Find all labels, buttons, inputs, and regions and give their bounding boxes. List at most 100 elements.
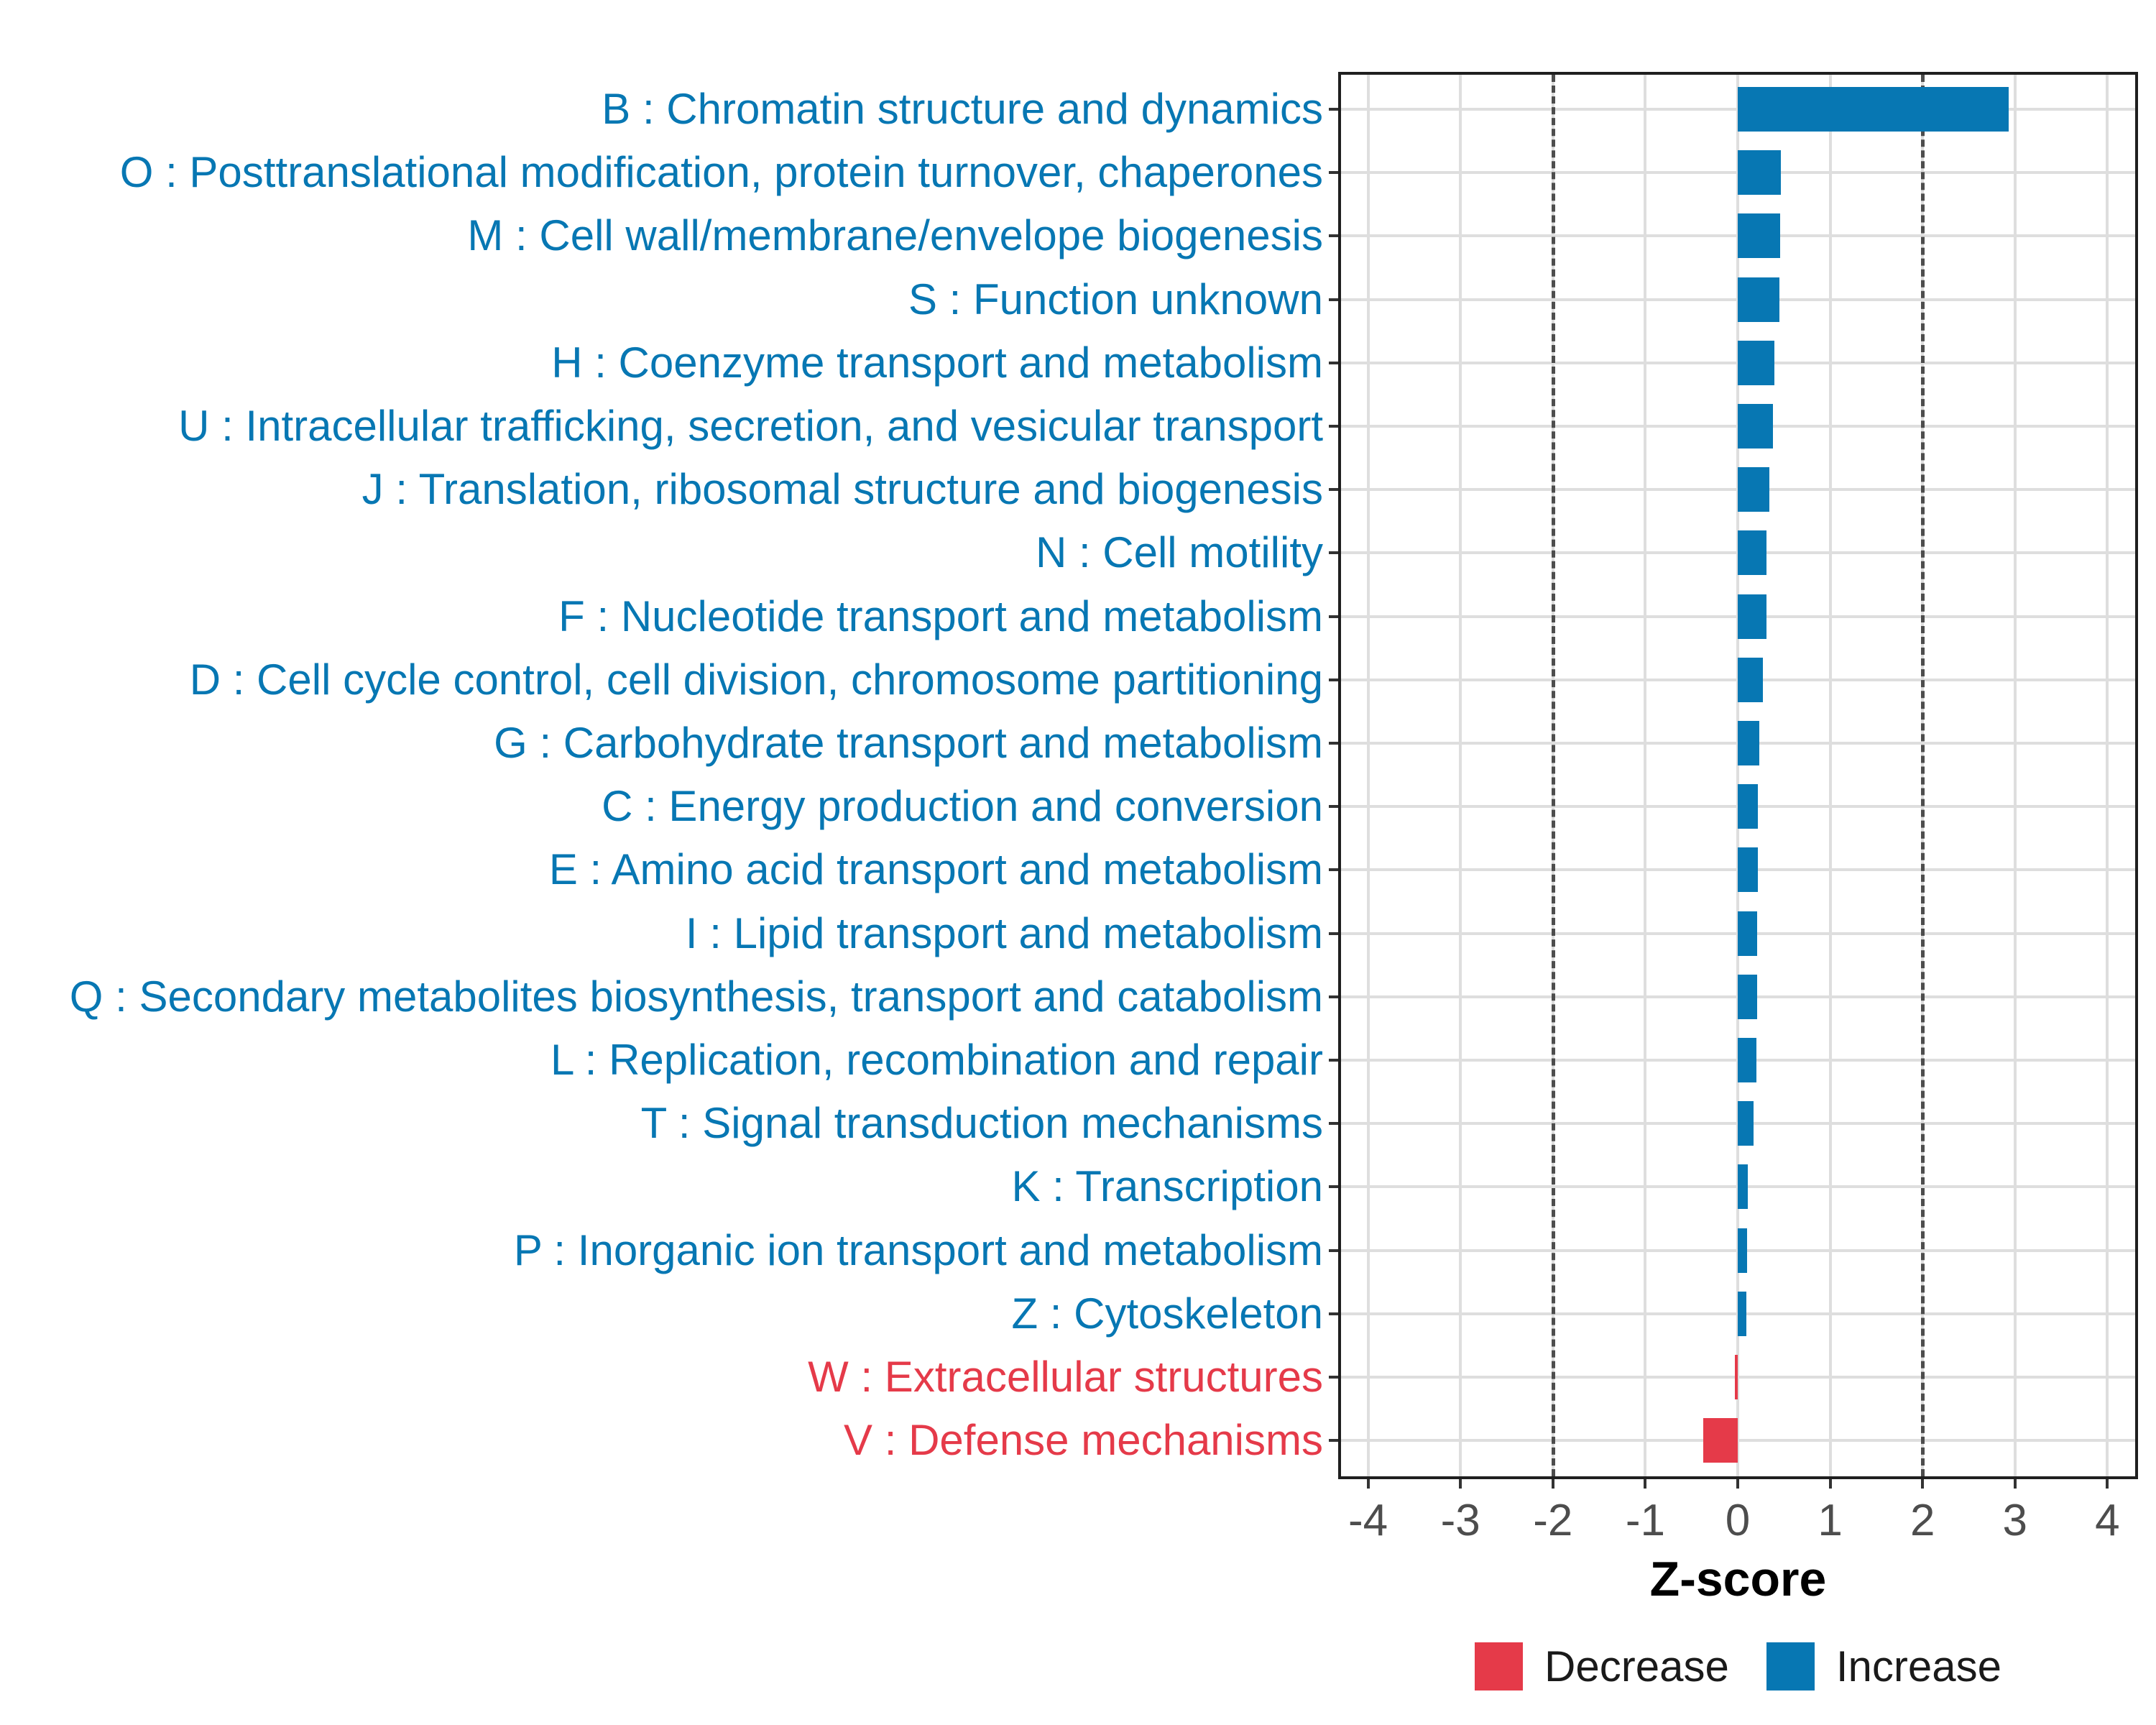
bar-L — [1738, 1038, 1756, 1082]
y-tick-U — [1329, 425, 1338, 428]
category-label-K: K : Transcription — [1011, 1162, 1323, 1211]
category-label-V: V : Defense mechanisms — [844, 1416, 1323, 1465]
legend-label-increase: Increase — [1835, 1642, 2001, 1690]
v-gridline — [2013, 75, 2017, 1476]
category-label-G: G : Carbohydrate transport and metabolis… — [494, 719, 1323, 767]
bar-U — [1738, 404, 1773, 448]
y-tick-V — [1329, 1439, 1338, 1443]
bar-M — [1738, 213, 1781, 259]
y-tick-Q — [1329, 995, 1338, 998]
bar-B — [1738, 87, 2009, 132]
category-label-M: M : Cell wall/membrane/envelope biogenes… — [467, 211, 1323, 260]
x-tick--4 — [1366, 1479, 1370, 1489]
category-label-C: C : Energy production and conversion — [602, 782, 1323, 831]
category-label-B: B : Chromatin structure and dynamics — [602, 85, 1323, 133]
decrease-color-swatch — [1475, 1642, 1524, 1690]
x-tick-label--3: -3 — [1440, 1496, 1480, 1545]
bar-V — [1703, 1418, 1738, 1463]
y-tick-N — [1329, 551, 1338, 555]
bar-G — [1738, 721, 1759, 765]
increase-color-swatch — [1766, 1642, 1815, 1690]
x-tick-2 — [1921, 1479, 1925, 1489]
category-label-U: U : Intracellular trafficking, secretion… — [178, 402, 1323, 450]
bar-J — [1738, 467, 1769, 512]
bar-S — [1738, 277, 1779, 322]
legend-label-decrease: Decrease — [1544, 1642, 1729, 1690]
bar-T — [1738, 1101, 1754, 1146]
category-label-W: W : Extracellular structures — [808, 1353, 1323, 1401]
bar-D — [1738, 657, 1763, 702]
y-tick-C — [1329, 805, 1338, 809]
y-tick-T — [1329, 1122, 1338, 1126]
x-tick-3 — [2013, 1479, 2017, 1489]
v-gridline — [1644, 75, 1647, 1476]
bar-F — [1738, 594, 1766, 639]
category-label-F: F : Nucleotide transport and metabolism — [558, 592, 1323, 640]
y-tick-I — [1329, 932, 1338, 935]
category-label-L: L : Replication, recombination and repai… — [550, 1036, 1323, 1084]
bar-Z — [1738, 1291, 1746, 1336]
category-label-Z: Z : Cytoskeleton — [1011, 1289, 1323, 1338]
bar-Q — [1738, 974, 1757, 1019]
legend-item-increase: Increase — [1766, 1642, 2001, 1690]
category-label-D: D : Cell cycle control, cell division, c… — [189, 655, 1323, 704]
x-tick-1 — [1828, 1479, 1832, 1489]
dashed-reference-line — [1551, 75, 1555, 1476]
bar-H — [1738, 340, 1775, 385]
y-tick-D — [1329, 678, 1338, 681]
x-tick-label-2: 2 — [1909, 1496, 1935, 1545]
x-tick-label-4: 4 — [2095, 1496, 2120, 1545]
x-tick-label-3: 3 — [2002, 1496, 2028, 1545]
y-tick-H — [1329, 361, 1338, 364]
category-label-T: T : Signal transduction mechanisms — [640, 1099, 1323, 1148]
v-gridline — [1828, 75, 1832, 1476]
x-tick-label--4: -4 — [1348, 1496, 1388, 1545]
x-tick-label-1: 1 — [1818, 1496, 1843, 1545]
bar-I — [1738, 911, 1757, 956]
y-tick-J — [1329, 488, 1338, 492]
y-tick-P — [1329, 1248, 1338, 1252]
category-label-E: E : Amino acid transport and metabolism — [548, 845, 1323, 894]
category-label-Q: Q : Secondary metabolites biosynthesis, … — [69, 972, 1323, 1021]
bar-O — [1738, 150, 1782, 196]
bar-K — [1738, 1164, 1749, 1210]
y-tick-W — [1329, 1376, 1338, 1379]
bar-W — [1735, 1355, 1738, 1399]
x-tick-label--2: -2 — [1533, 1496, 1573, 1545]
bar-E — [1738, 847, 1759, 893]
category-label-H: H : Coenzyme transport and metabolism — [551, 338, 1323, 387]
x-tick--1 — [1644, 1479, 1647, 1489]
y-tick-K — [1329, 1185, 1338, 1189]
category-label-P: P : Inorganic ion transport and metaboli… — [513, 1225, 1323, 1274]
v-gridline — [1366, 75, 1370, 1476]
dashed-reference-line — [1921, 75, 1925, 1476]
y-tick-O — [1329, 171, 1338, 175]
y-tick-G — [1329, 742, 1338, 745]
category-label-J: J : Translation, ribosomal structure and… — [361, 465, 1323, 514]
bar-P — [1738, 1228, 1747, 1273]
y-tick-E — [1329, 868, 1338, 872]
y-tick-B — [1329, 108, 1338, 111]
x-tick-label--1: -1 — [1625, 1496, 1665, 1545]
legend-item-decrease: Decrease — [1475, 1642, 1729, 1690]
legend: Decrease Increase — [1338, 1641, 2138, 1691]
x-tick--2 — [1551, 1479, 1554, 1489]
y-tick-Z — [1329, 1312, 1338, 1315]
v-gridline — [2106, 75, 2109, 1476]
x-tick--3 — [1459, 1479, 1462, 1489]
x-tick-4 — [2106, 1479, 2109, 1489]
bar-C — [1738, 784, 1759, 829]
y-tick-F — [1329, 615, 1338, 618]
category-label-N: N : Cell motility — [1035, 528, 1323, 577]
y-tick-S — [1329, 298, 1338, 301]
bar-N — [1738, 530, 1766, 576]
category-label-I: I : Lipid transport and metabolism — [685, 908, 1323, 957]
v-gridline — [1459, 75, 1462, 1476]
category-label-O: O : Posttranslational modification, prot… — [119, 148, 1323, 197]
y-tick-L — [1329, 1059, 1338, 1062]
y-tick-M — [1329, 234, 1338, 238]
x-tick-label-0: 0 — [1725, 1496, 1751, 1545]
x-axis-title: Z-score — [1649, 1552, 1827, 1606]
v-gridline — [1736, 75, 1739, 1476]
category-label-S: S : Function unknown — [908, 275, 1323, 323]
